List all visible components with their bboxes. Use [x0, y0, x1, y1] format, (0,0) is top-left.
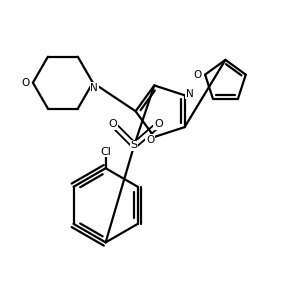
Text: N: N — [90, 83, 98, 93]
Text: Cl: Cl — [100, 147, 111, 157]
Text: O: O — [194, 70, 202, 80]
Text: S: S — [131, 141, 138, 150]
Text: O: O — [146, 135, 154, 145]
Text: O: O — [154, 119, 163, 129]
Text: N: N — [186, 89, 194, 99]
Text: O: O — [108, 119, 117, 129]
Text: O: O — [22, 78, 30, 88]
